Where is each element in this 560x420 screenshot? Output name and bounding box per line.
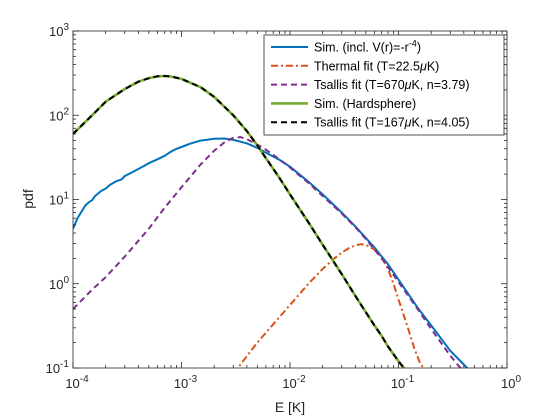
x-tick-label: 10-2 (282, 374, 306, 391)
y-tick-label: 102 (49, 106, 69, 123)
x-tick-label: 10-3 (174, 374, 198, 391)
y-tick-label: 10-1 (46, 359, 70, 376)
x-tick-label: 10-4 (65, 374, 89, 391)
legend-label-0: Sim. (incl. V(r)=-r-4) (314, 39, 421, 55)
ticks-layer (72, 30, 508, 369)
legend: Sim. (incl. V(r)=-r-4) Thermal fit (T=22.… (263, 34, 505, 136)
x-tick-label: 10-1 (391, 374, 415, 391)
x-tick-label: 100 (501, 374, 521, 391)
legend-label-2: Tsallis fit (T=670μK, n=3.79) (314, 78, 470, 92)
x-axis-label: E [K] (275, 399, 305, 415)
axes-box (72, 30, 508, 369)
series-line-0 (73, 137, 468, 368)
y-tick-label: 103 (49, 22, 69, 39)
tick-labels: 10-4 10-3 10-2 10-1 100 10-1 100 101 102 103 (46, 22, 522, 391)
legend-label-4: Tsallis fit (T=167μK, n=4.05) (314, 116, 470, 130)
series-layer (73, 74, 468, 368)
y-tick-label: 101 (49, 191, 69, 208)
series-line-2 (73, 136, 462, 368)
series-line-1 (236, 243, 426, 368)
y-tick-label: 100 (49, 275, 69, 292)
legend-label-1: Thermal fit (T=22.5μK) (314, 59, 439, 73)
y-axis-label: pdf (20, 189, 36, 209)
legend-label-3: Sim. (Hardsphere) (314, 97, 416, 111)
series-line-4 (73, 75, 406, 368)
